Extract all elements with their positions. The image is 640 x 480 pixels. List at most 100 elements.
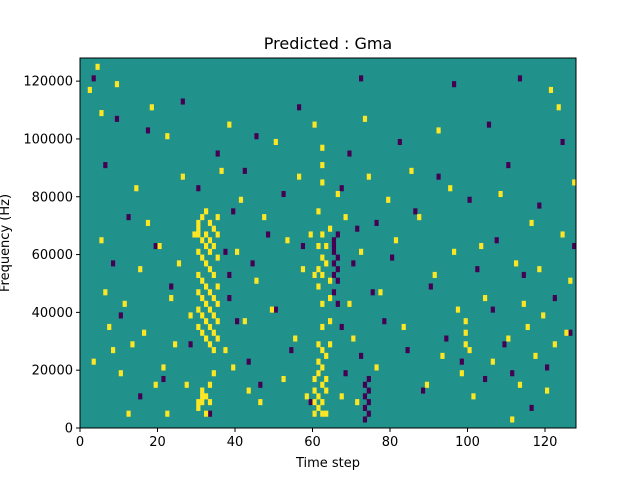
plot-frame	[79, 57, 577, 429]
heatmap-cell-high	[320, 300, 325, 307]
y-tick-label: 120000	[23, 75, 73, 90]
heatmap-cell-low	[235, 318, 240, 325]
heatmap-cell-high	[343, 214, 348, 221]
y-tick-label: 80000	[32, 190, 73, 205]
heatmap-cell-high	[204, 410, 209, 417]
heatmap-cell-high	[548, 86, 554, 93]
heatmap-cell-low	[452, 81, 457, 88]
heatmap-cell-low	[91, 75, 96, 82]
y-tick-label: 0	[65, 422, 73, 437]
heatmap-cell-high	[122, 300, 127, 307]
heatmap-cell-low	[335, 300, 340, 307]
heatmap-cell-low	[231, 208, 236, 215]
heatmap-cell-high	[134, 185, 139, 192]
heatmap-cell-high	[312, 375, 317, 383]
heatmap-cell-low	[483, 375, 488, 383]
x-tick-label: 120	[533, 435, 558, 450]
x-tick-label: 60	[304, 435, 321, 450]
heatmap-cell-high	[242, 318, 247, 325]
heatmap-cell-high	[200, 329, 205, 336]
heatmap-cell-low	[366, 375, 371, 383]
heatmap-cell-high	[138, 266, 143, 273]
heatmap-cell-high	[560, 231, 565, 238]
heatmap-cell-high	[517, 381, 523, 388]
heatmap-cell-high	[521, 300, 526, 307]
heatmap-cell-high	[328, 341, 333, 348]
heatmap-cell-low	[339, 323, 344, 331]
heatmap-cell-low	[362, 404, 368, 411]
heatmap-cell-high	[320, 144, 325, 151]
heatmap-cell-high	[99, 237, 104, 244]
heatmap-cell-low	[289, 347, 294, 354]
heatmap-cell-low	[215, 150, 220, 157]
heatmap-cell-high	[359, 248, 364, 255]
heatmap-cell-high	[211, 225, 216, 232]
heatmap-cell-low	[335, 231, 340, 238]
heatmap-cell-low	[467, 196, 472, 203]
heatmap-cell-low	[114, 115, 120, 122]
heatmap-cell-high	[126, 410, 131, 417]
heatmap-cell-high	[215, 283, 220, 290]
heatmap-cell-low	[413, 208, 418, 215]
heatmap-cell-low	[362, 416, 368, 423]
heatmap-cell-low	[521, 271, 526, 278]
heatmap-cell-high	[211, 271, 216, 278]
heatmap-cell-high	[436, 127, 441, 134]
heatmap-cell-high	[231, 364, 236, 371]
heatmap-cell-high	[200, 312, 205, 319]
heatmap-cell-low	[382, 318, 387, 325]
heatmap-cell-high	[347, 300, 352, 307]
heatmap-cell-low	[223, 248, 228, 255]
heatmap-cell-low	[428, 283, 433, 290]
heatmap-cell-high	[281, 375, 286, 383]
heatmap-cell-low	[359, 75, 364, 82]
x-axis: 0 20 40 60 80 100 120	[76, 428, 558, 450]
heatmap-cell-high	[87, 86, 92, 93]
heatmap-cell-low	[366, 399, 371, 406]
heatmap-cell-high	[196, 306, 201, 313]
heatmap-cell-high	[215, 335, 220, 342]
heatmap-cell-high	[366, 173, 371, 180]
heatmap-cell-low	[343, 370, 348, 377]
heatmap-cell-high	[304, 393, 309, 400]
heatmap-cell-high	[463, 341, 468, 348]
heatmap-cell-high	[223, 347, 228, 354]
heatmap-cell-high	[165, 133, 170, 140]
heatmap-cell-low	[161, 375, 166, 383]
heatmap-cell-high	[328, 295, 333, 302]
heatmap-cell-low	[486, 121, 492, 128]
heatmap-cell-low	[331, 243, 337, 250]
heatmap-cell-high	[316, 404, 321, 411]
heatmap-cell-low	[459, 358, 464, 365]
heatmap-cell-low	[436, 173, 441, 180]
heatmap-cell-low	[355, 225, 360, 232]
heatmap-cell-high	[204, 300, 209, 307]
heatmap-cell-low	[196, 185, 201, 192]
heatmap-cell-high	[510, 416, 515, 423]
heatmap-cell-high	[316, 266, 321, 273]
heatmap-cell-high	[308, 231, 313, 238]
heatmap-cell-low	[335, 254, 340, 261]
heatmap-cell-high	[165, 410, 170, 417]
heatmap-cell-low	[572, 243, 577, 250]
heatmap-cell-high	[316, 208, 321, 215]
heatmap-cell-low	[537, 202, 542, 209]
heatmap-cell-high	[207, 237, 213, 244]
heatmap-cell-high	[378, 289, 383, 296]
heatmap-cell-high	[91, 358, 96, 365]
heatmap-cell-high	[320, 231, 325, 238]
heatmap-cell-high	[95, 63, 100, 70]
heatmap-cell-high	[196, 225, 201, 232]
heatmap-cell-high	[173, 341, 178, 348]
x-axis-label: Time step	[295, 456, 360, 471]
heatmap-cell-high	[227, 121, 232, 128]
heatmap-cell-high	[440, 352, 445, 359]
heatmap-cell-high	[207, 341, 213, 348]
heatmap-cell-high	[312, 387, 317, 394]
heatmap-cell-high	[258, 399, 263, 406]
heatmap-cell-low	[552, 295, 557, 302]
heatmap-cell-low	[475, 266, 480, 273]
heatmap-cell-high	[157, 243, 162, 250]
heatmap-cell-high	[204, 231, 209, 238]
heatmap-cell-high	[211, 295, 216, 302]
